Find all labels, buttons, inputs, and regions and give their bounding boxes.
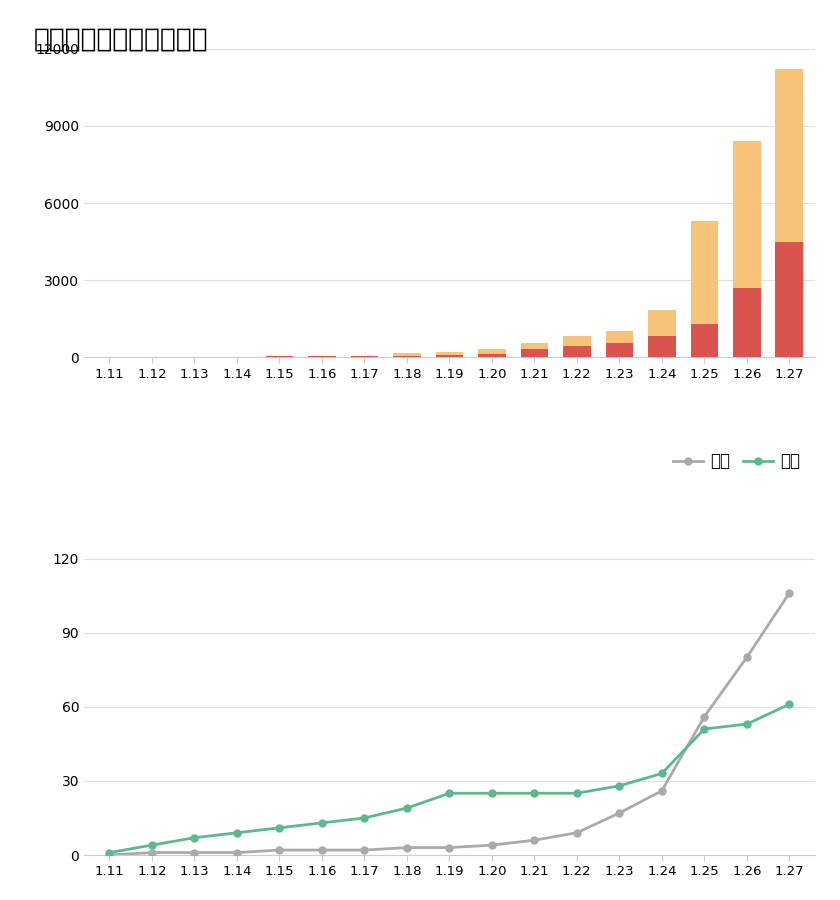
死亡 bbox=[104, 850, 114, 860]
Bar bbox=[648, 310, 675, 336]
治愈 bbox=[487, 788, 497, 798]
Legend: 死亡, 治愈: 死亡, 治愈 bbox=[666, 446, 806, 477]
Line: 死亡: 死亡 bbox=[106, 590, 793, 859]
死亡 bbox=[572, 827, 582, 838]
Bar bbox=[521, 343, 549, 349]
Bar bbox=[265, 356, 293, 357]
死亡 bbox=[190, 847, 200, 858]
Bar bbox=[775, 241, 803, 357]
Line: 治愈: 治愈 bbox=[106, 701, 793, 856]
死亡 bbox=[402, 842, 412, 853]
Bar bbox=[393, 353, 421, 356]
Text: 全国肺炎疫情累计趋势图: 全国肺炎疫情累计趋势图 bbox=[34, 27, 208, 53]
Bar bbox=[733, 141, 761, 288]
Bar bbox=[690, 324, 718, 357]
治愈 bbox=[317, 817, 327, 828]
Bar bbox=[563, 337, 591, 346]
死亡 bbox=[614, 807, 624, 818]
Bar bbox=[478, 349, 506, 354]
治愈 bbox=[360, 813, 370, 824]
Bar bbox=[436, 352, 463, 355]
Bar bbox=[648, 336, 675, 357]
Bar bbox=[606, 343, 633, 357]
死亡 bbox=[785, 588, 795, 598]
治愈 bbox=[402, 803, 412, 814]
Bar bbox=[436, 355, 463, 357]
死亡 bbox=[232, 847, 242, 858]
治愈 bbox=[572, 788, 582, 798]
治愈 bbox=[699, 724, 709, 734]
死亡 bbox=[742, 652, 752, 662]
治愈 bbox=[147, 840, 157, 850]
死亡 bbox=[699, 711, 709, 722]
Bar bbox=[690, 221, 718, 324]
治愈 bbox=[614, 780, 624, 791]
治愈 bbox=[785, 699, 795, 710]
死亡 bbox=[147, 847, 157, 858]
治愈 bbox=[275, 823, 285, 833]
死亡 bbox=[657, 786, 667, 796]
Bar bbox=[308, 356, 336, 357]
Bar bbox=[393, 356, 421, 357]
治愈 bbox=[104, 847, 114, 858]
Bar bbox=[606, 331, 633, 343]
死亡 bbox=[360, 845, 370, 856]
Bar bbox=[733, 288, 761, 357]
治愈 bbox=[529, 788, 539, 798]
死亡 bbox=[444, 842, 454, 853]
治愈 bbox=[444, 788, 454, 798]
治愈 bbox=[657, 768, 667, 778]
Bar bbox=[563, 346, 591, 357]
Bar bbox=[478, 354, 506, 357]
死亡 bbox=[275, 845, 285, 856]
治愈 bbox=[232, 827, 242, 838]
死亡 bbox=[317, 845, 327, 856]
死亡 bbox=[487, 840, 497, 850]
治愈 bbox=[742, 719, 752, 730]
Bar bbox=[521, 349, 549, 357]
Bar bbox=[350, 356, 378, 357]
Bar bbox=[775, 69, 803, 241]
治愈 bbox=[190, 832, 200, 843]
死亡 bbox=[529, 835, 539, 846]
